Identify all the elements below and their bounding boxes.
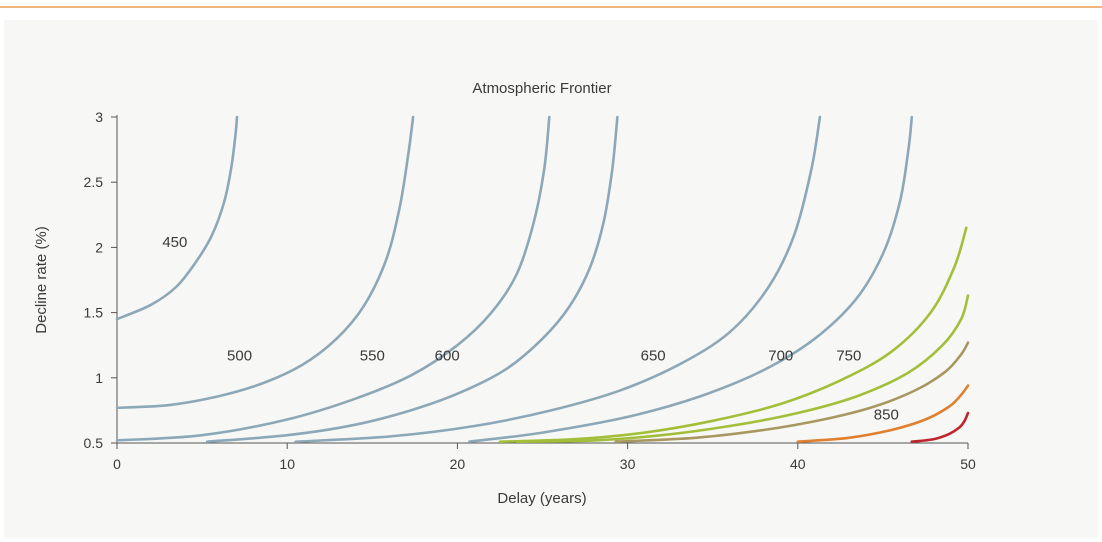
top-rule: [0, 6, 1102, 8]
series-line-850: [796, 384, 970, 443]
curve-label-500: 500: [227, 348, 252, 365]
y-tick-label: 0.5: [84, 435, 104, 451]
y-tick-label: 3: [95, 109, 103, 125]
series-line-550: [115, 115, 551, 442]
x-tick-label: 30: [620, 456, 636, 472]
curve-label-450: 450: [162, 234, 187, 251]
y-tick-label: 2: [95, 239, 103, 255]
series-line-700: [468, 115, 914, 443]
curve-label-600: 600: [435, 348, 460, 365]
series-line-500: [115, 115, 415, 410]
chart-panel: [4, 20, 1098, 538]
y-axis-label: Decline rate (%): [33, 226, 50, 334]
series-line-unlabeled-7: [515, 294, 970, 443]
series-line-750: [498, 226, 968, 443]
curve-label-550: 550: [360, 348, 385, 365]
series-line-unlabeled-8: [614, 341, 970, 443]
chart-title: Atmospheric Frontier: [472, 80, 611, 97]
series-line-650: [294, 115, 822, 443]
series-line-600: [205, 115, 619, 443]
curve-label-650: 650: [641, 348, 666, 365]
curve-label-750: 750: [836, 348, 861, 365]
x-tick-label: 10: [279, 456, 295, 472]
curve-label-700: 700: [768, 348, 793, 365]
y-tick-label: 2.5: [84, 174, 104, 190]
series-line-unlabeled-10: [910, 411, 970, 443]
y-tick-label: 1.5: [84, 305, 104, 321]
curve-label-850: 850: [874, 406, 899, 423]
y-tick-label: 1: [95, 370, 103, 386]
x-tick-label: 0: [113, 456, 121, 472]
x-tick-label: 40: [790, 456, 806, 472]
x-tick-label: 50: [960, 456, 976, 472]
plot-area: 0 10 20 30 40 50 0.5 1 1.5 2 2.5 3 450 500 550 600 650 70…: [84, 109, 976, 472]
x-axis-label: Delay (years): [497, 490, 586, 507]
series-line-450: [115, 115, 239, 321]
x-tick-label: 20: [450, 456, 466, 472]
